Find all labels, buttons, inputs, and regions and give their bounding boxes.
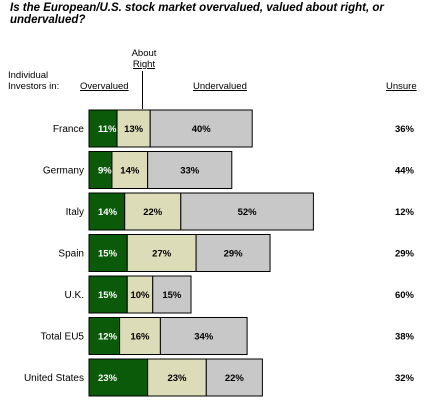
unsure-value-spain: 29% — [395, 249, 415, 260]
bar-undervalued-france — [149, 109, 253, 148]
bar-overvalued-total-eu5 — [88, 317, 121, 355]
bar-about-right-germany — [111, 151, 149, 189]
bar-undervalued-united-states — [205, 358, 263, 397]
category-label-u-k: U.K. — [65, 290, 84, 301]
data-label-undervalued-united-states: 22% — [225, 373, 245, 384]
data-label-about-right-spain: 27% — [152, 249, 172, 260]
data-label-undervalued-u-k: 15% — [162, 290, 182, 301]
data-label-overvalued-u-k: 15% — [98, 290, 118, 301]
data-label-overvalued-italy: 14% — [98, 207, 118, 218]
data-label-undervalued-germany: 33% — [180, 166, 200, 177]
bar-undervalued-germany — [147, 151, 233, 189]
data-label-overvalued-spain: 15% — [98, 249, 118, 260]
bar-undervalued-spain — [195, 234, 271, 272]
category-label-italy: Italy — [66, 207, 84, 218]
bar-about-right-spain — [126, 234, 197, 272]
data-label-undervalued-italy: 52% — [238, 207, 258, 218]
bar-about-right-u-k — [126, 275, 154, 314]
bar-overvalued-italy — [88, 192, 126, 231]
bar-undervalued-u-k — [152, 275, 192, 314]
undervalued-header: Undervalued — [193, 81, 247, 92]
unsure-value-total-eu5: 38% — [395, 332, 415, 343]
bar-undervalued-italy — [180, 192, 314, 231]
bar-about-right-italy — [124, 192, 182, 231]
bar-undervalued-total-eu5 — [159, 317, 248, 355]
row-label-header: Individual Investors in: — [8, 70, 60, 92]
data-label-overvalued-united-states: 23% — [98, 373, 118, 384]
bar-overvalued-france — [88, 109, 118, 148]
data-label-undervalued-france: 40% — [192, 124, 212, 135]
about-right-header: About Right — [131, 48, 157, 70]
unsure-value-united-states: 32% — [395, 373, 415, 384]
data-label-about-right-germany: 14% — [120, 166, 140, 177]
unsure-header: Unsure — [386, 81, 417, 92]
chart-title: Is the European/U.S. stock market overva… — [10, 2, 384, 26]
data-label-undervalued-total-eu5: 34% — [194, 332, 214, 343]
data-label-overvalued-germany: 9% — [98, 166, 112, 177]
unsure-value-germany: 44% — [395, 166, 415, 177]
unsure-value-italy: 12% — [395, 207, 415, 218]
overvalued-header: Overvalued — [80, 81, 129, 92]
bar-overvalued-spain — [88, 234, 128, 272]
data-label-undervalued-spain: 29% — [224, 249, 244, 260]
unsure-value-france: 36% — [395, 124, 415, 135]
data-label-about-right-u-k: 10% — [130, 290, 150, 301]
data-label-about-right-total-eu5: 16% — [130, 332, 150, 343]
about-right-pointer — [142, 71, 143, 109]
data-label-overvalued-france: 11% — [98, 124, 117, 135]
bar-about-right-total-eu5 — [119, 317, 161, 355]
data-label-overvalued-total-eu5: 12% — [98, 332, 118, 343]
category-label-germany: Germany — [43, 166, 84, 177]
data-label-about-right-united-states: 23% — [167, 373, 187, 384]
unsure-value-u-k: 60% — [395, 290, 415, 301]
data-label-about-right-france: 13% — [124, 124, 144, 135]
category-label-spain: Spain — [58, 249, 84, 260]
bar-overvalued-united-states — [88, 358, 149, 397]
data-label-about-right-italy: 22% — [143, 207, 163, 218]
bar-about-right-united-states — [147, 358, 207, 397]
category-label-total-eu5: Total EU5 — [41, 332, 85, 343]
category-label-united-states: United States — [24, 373, 84, 384]
category-label-france: France — [53, 124, 85, 135]
